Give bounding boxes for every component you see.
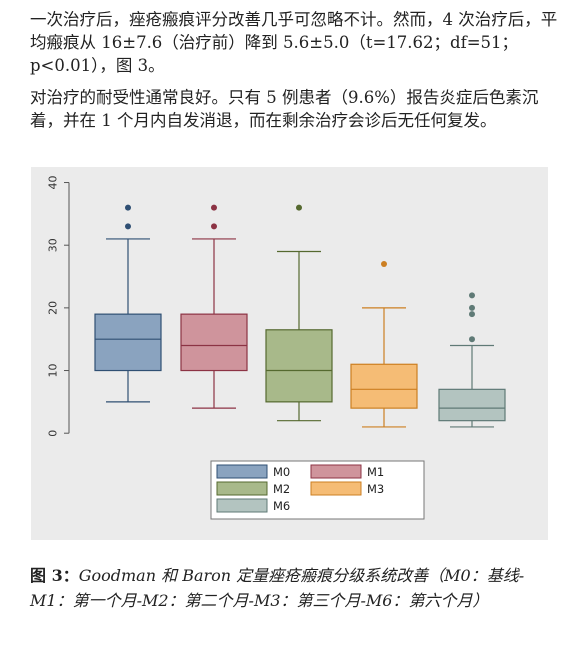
box-m6 <box>438 388 506 422</box>
legend-key-m6 <box>216 498 268 513</box>
paragraph-tolerance: 对治疗的耐受性通常良好。只有 5 例患者（9.6%）报告炎症后色素沉着，并在 1… <box>30 88 539 130</box>
legend-label-m2: M2 <box>273 482 290 496</box>
outlier-point <box>469 336 475 343</box>
figure-label: 图 3： <box>30 566 79 585</box>
box-m1 <box>180 313 248 372</box>
y-tick-label: 10 <box>47 364 60 378</box>
y-tick-label: 30 <box>47 238 60 252</box>
outlier-point <box>125 204 131 211</box>
legend-label-m6: M6 <box>273 499 290 513</box>
box-m2 <box>265 329 333 403</box>
outlier-point <box>469 292 475 299</box>
figure-caption-text: Goodman 和 Baron 定量痤疮瘢痕分级系统改善（M0：基线-M1：第一… <box>30 566 525 610</box>
box-m0 <box>94 313 162 372</box>
outlier-point <box>211 223 217 230</box>
legend-key-m2 <box>216 481 268 496</box>
legend-label-m1: M1 <box>367 465 384 479</box>
paragraph-results: 一次治疗后，痤疮瘢痕评分改善几乎可忽略不计。然而，4 次治疗后，平均瘢痕从 16… <box>30 10 558 75</box>
legend-key-m0 <box>216 464 268 479</box>
boxplot-figure: 0 10 20 30 40 M0 M1 M2 M3 M6 <box>31 167 548 540</box>
y-tick-label: 0 <box>47 430 60 437</box>
figure-caption: 图 3：Goodman 和 Baron 定量痤疮瘢痕分级系统改善（M0：基线-M… <box>30 563 560 613</box>
y-tick-label: 40 <box>47 176 60 190</box>
legend-label-m0: M0 <box>273 465 290 479</box>
outlier-point <box>381 261 387 267</box>
outlier-point <box>211 204 217 211</box>
legend-key-m3 <box>310 481 362 496</box>
outlier-point <box>125 223 131 230</box>
outlier-point <box>469 311 475 318</box>
boxplot-chart: 0 10 20 30 40 M0 M1 M2 M3 M6 <box>47 176 506 520</box>
outlier-point <box>469 304 475 311</box>
legend-key-m1 <box>310 464 362 479</box>
y-tick-label: 20 <box>47 301 60 315</box>
legend-label-m3: M3 <box>367 482 384 496</box>
box-m3 <box>350 363 418 409</box>
outlier-point <box>296 204 302 211</box>
